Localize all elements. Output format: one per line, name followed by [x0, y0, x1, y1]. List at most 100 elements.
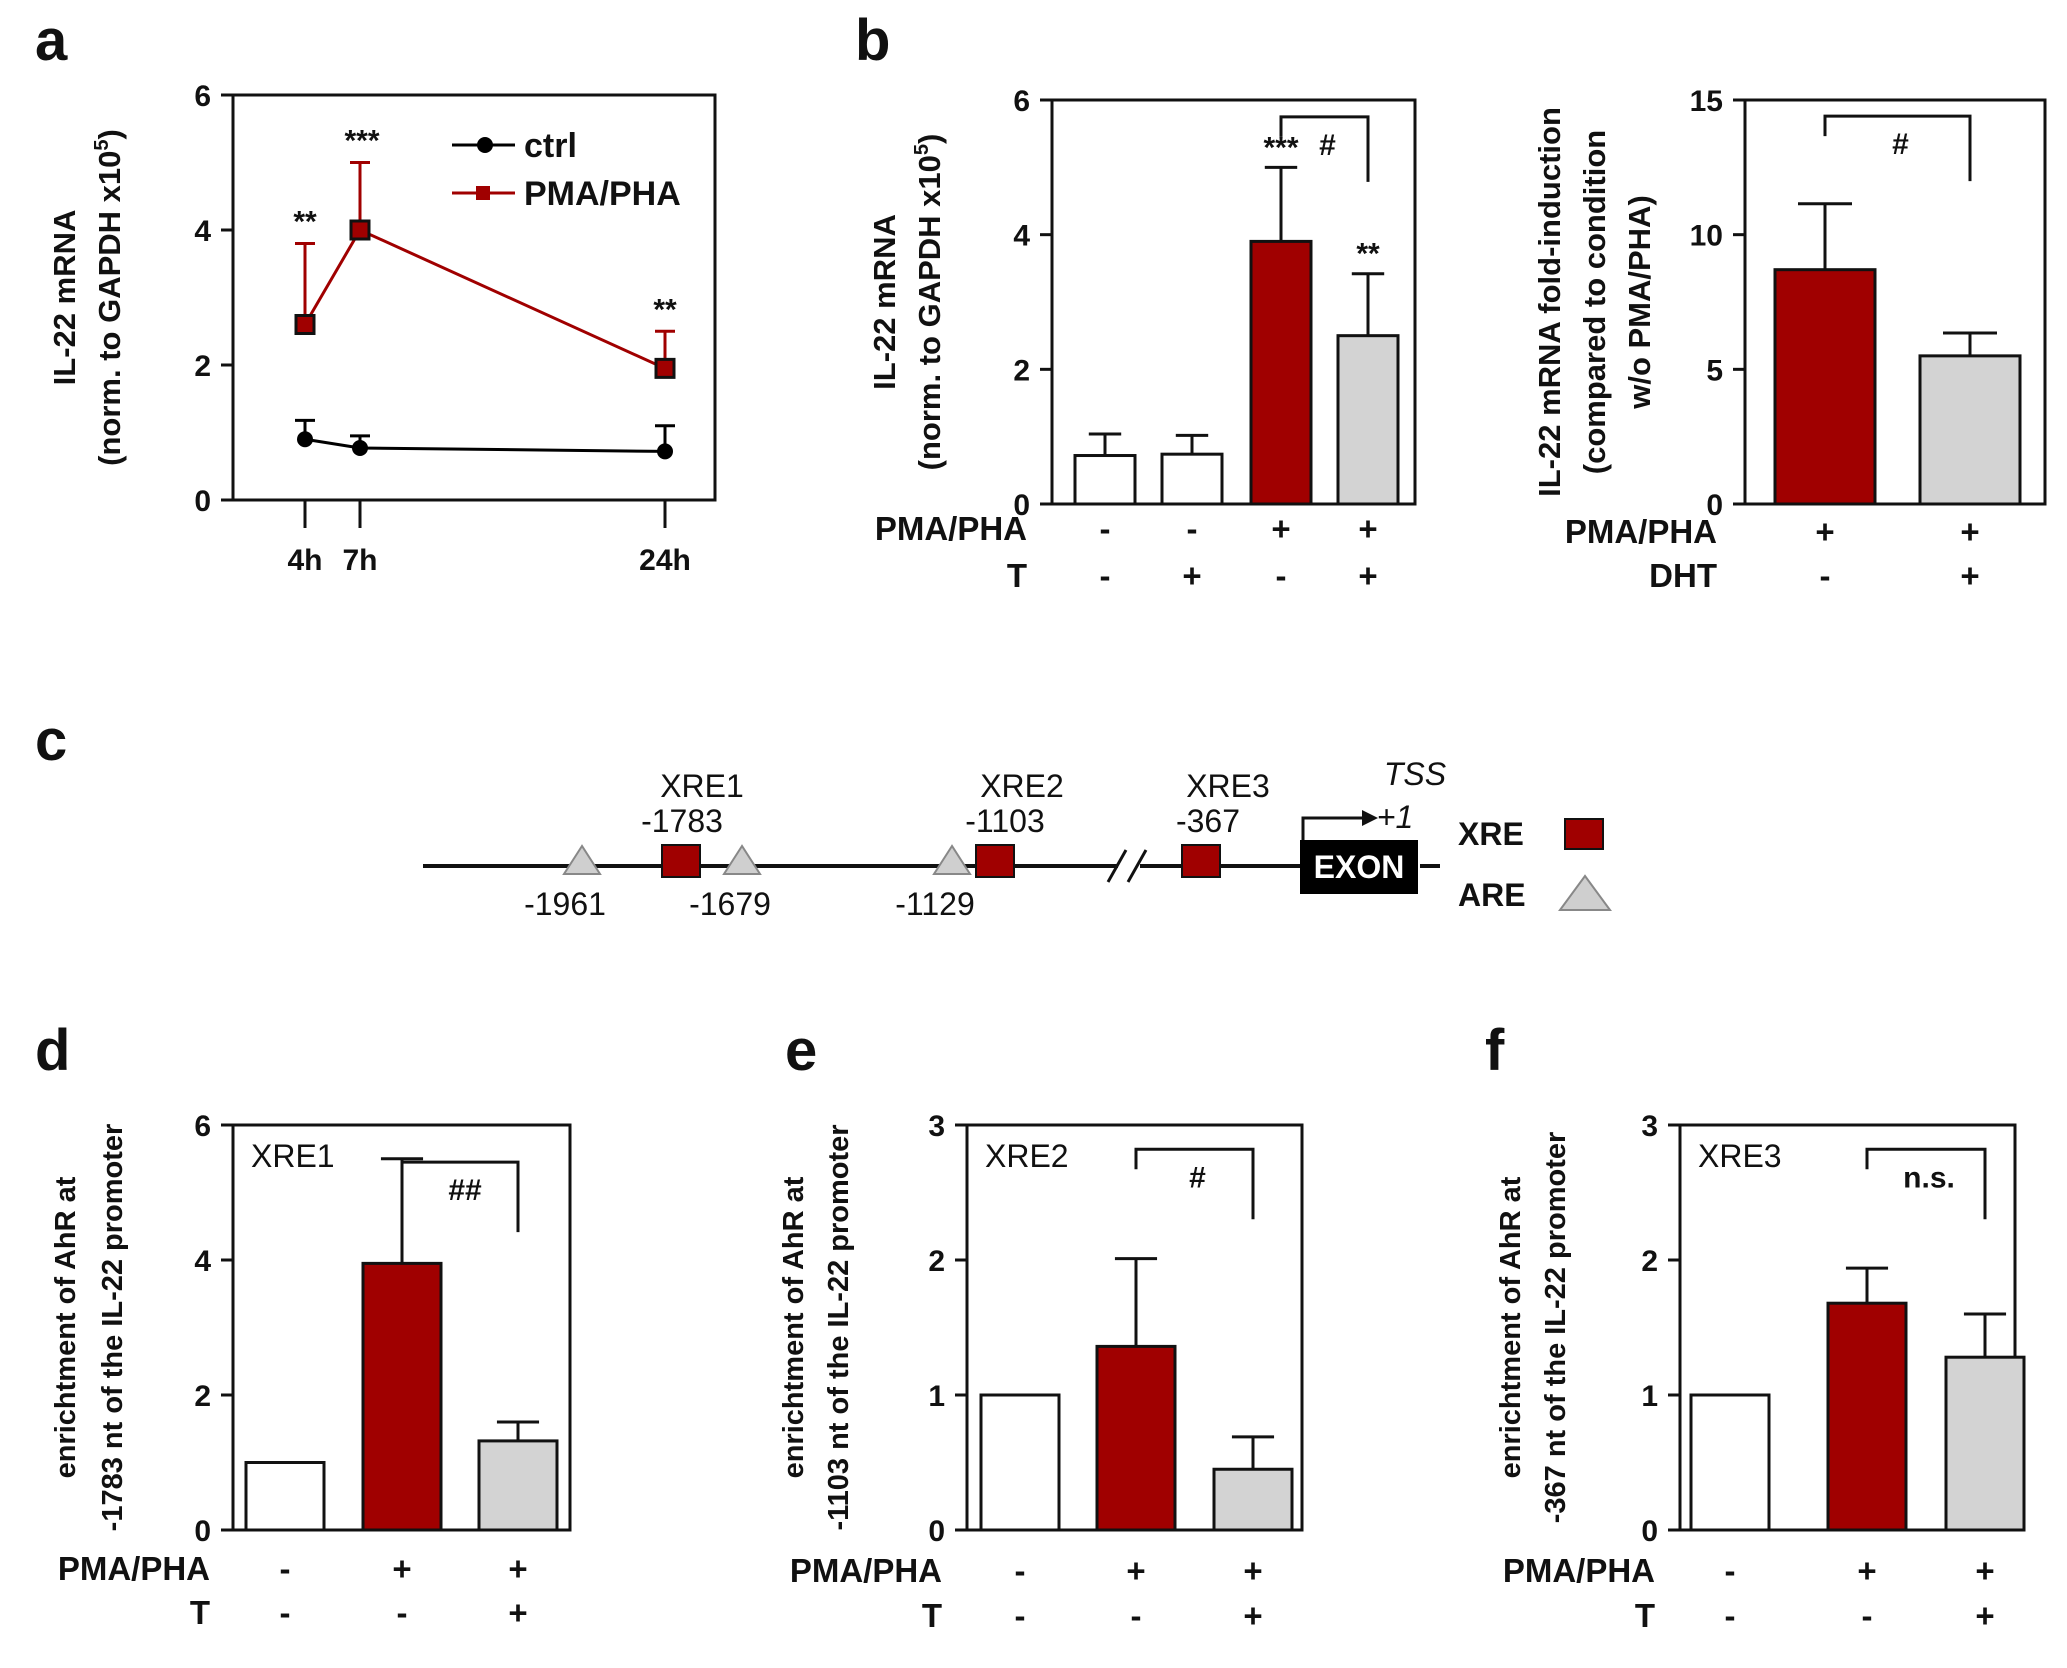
f-condition-sign: +: [1857, 1552, 1876, 1589]
bar-chart-f: 0 1 2 3 enrichtment of AhR at -367 nt of the …: [1495, 1110, 2026, 1634]
d-condition-label-1: PMA/PHA: [58, 1550, 210, 1587]
a-legend-label-ctrl: ctrl: [524, 127, 577, 165]
d-condition-sign: -: [397, 1594, 408, 1631]
d-inset-label: XRE1: [251, 1138, 335, 1174]
f-ylabel-line1: enrichtment of AhR at: [1495, 1176, 1527, 1478]
b1-condition-label-1: PMA/PHA: [875, 510, 1027, 547]
a-legend-marker-ctrl: [477, 137, 493, 153]
b2-condition-label-1: PMA/PHA: [1565, 513, 1717, 550]
xre1-name: XRE1: [660, 768, 744, 804]
a-legend-marker-pma-pha: [476, 186, 490, 200]
are-label-1129: -1129: [895, 886, 974, 922]
f-ytick-label: 3: [1641, 1110, 1658, 1143]
d-condition-sign: +: [508, 1594, 527, 1631]
f-bracket: [1865, 1147, 1987, 1220]
e-ylabel-line2: -1103 nt of the IL-22 promoter: [823, 1124, 855, 1530]
panel-label-b: b: [855, 8, 890, 73]
d-ytick-label: 2: [194, 1380, 211, 1413]
f-condition-label-1: PMA/PHA: [1503, 1552, 1655, 1589]
a-ylabel-paren: ): [92, 129, 127, 139]
b2-condition-sign: +: [1960, 557, 1979, 594]
d-bar-1: [244, 1461, 326, 1532]
xre2-pos: -1103: [965, 803, 1044, 839]
xre3-pos: -367: [1176, 803, 1240, 839]
b1-bar-4: [1336, 334, 1400, 506]
b1-condition-sign: -: [1100, 557, 1111, 594]
are-triangle-1129: [932, 844, 972, 875]
d-ytick-label: 0: [194, 1515, 211, 1548]
b1-ylabel-line1: IL-22 mRNA: [867, 214, 902, 390]
e-ytick-label: 0: [928, 1515, 945, 1548]
e-condition-sign: +: [1243, 1552, 1262, 1589]
exon-label: EXON: [1314, 849, 1405, 885]
d-bracket: [400, 1160, 520, 1233]
b1-bar-3: [1249, 239, 1313, 506]
e-condition-label-1: PMA/PHA: [790, 1552, 942, 1589]
b1-ylabel-paren: ): [912, 134, 947, 144]
d-ytick-label: 4: [194, 1245, 211, 1278]
are-label-1961: -1961: [524, 886, 606, 922]
b2-condition-label-2: DHT: [1649, 557, 1717, 594]
e-condition-label-2: T: [922, 1597, 942, 1634]
f-condition-sign: -: [1725, 1552, 1736, 1589]
a-xtick-label: 7h: [342, 544, 377, 577]
a-xtick-label: 4h: [287, 544, 322, 577]
e-bracket-label: #: [1189, 1161, 1206, 1194]
a-point-pma-pha: [294, 314, 316, 335]
a-ylabel-superscript: 5: [91, 139, 113, 150]
b2-condition-sign: +: [1960, 513, 1979, 550]
line-break-mark: [1106, 849, 1148, 883]
b2-ylabel-line3: w/o PMA/PHA): [1622, 195, 1657, 410]
d-condition-sign: +: [392, 1550, 411, 1587]
e-condition-sign: -: [1015, 1552, 1026, 1589]
f-condition-sign: +: [1975, 1597, 1994, 1634]
e-ylabel-line1: enrichtment of AhR at: [778, 1176, 810, 1478]
d-bar-2: [361, 1261, 443, 1532]
b1-bracket-label: #: [1319, 129, 1336, 162]
xre1-pos: -1783: [641, 803, 723, 839]
b1-condition-sign: -: [1100, 510, 1111, 547]
b1-bar-2: [1160, 452, 1224, 506]
f-bar-1: [1689, 1393, 1771, 1532]
a-plot-frame: [231, 93, 717, 502]
tss-label: TSS: [1384, 756, 1446, 792]
bar-chart-d: 0 2 4 6 enrichtment of AhR at -1783 nt of the…: [50, 1110, 572, 1631]
f-ylabel-line2: -367 nt of the IL-22 promoter: [1540, 1132, 1572, 1524]
f-condition-sign: -: [1862, 1597, 1873, 1634]
e-ytick-label: 3: [928, 1110, 945, 1143]
a-ylabel-text: (norm. to GAPDH x10: [92, 151, 127, 466]
a-point-pma-pha: [349, 219, 371, 241]
b1-condition-sign: -: [1187, 510, 1198, 547]
a-point-ctrl: [352, 440, 368, 457]
xre-box-3: [1181, 844, 1221, 878]
bar-chart-b-fold-induction: 0 5 10 15 IL-22 mRNA fold-induction (compared…: [1532, 85, 2047, 594]
e-condition-sign: -: [1015, 1597, 1026, 1634]
b1-condition-sign: +: [1358, 557, 1377, 594]
b2-plot-frame: [1743, 98, 2047, 506]
xre2-name: XRE2: [980, 768, 1064, 804]
b2-ylabel-line1: IL-22 mRNA fold-induction: [1532, 107, 1567, 497]
b1-significance: **: [1356, 238, 1380, 271]
b1-bracket: [1279, 115, 1370, 182]
b1-ylabel-text: (norm. to GAPDH x10: [912, 155, 947, 470]
b2-ytick-label: 0: [1706, 489, 1723, 522]
b2-ytick-label: 15: [1690, 85, 1723, 118]
b1-ytick-label: 6: [1013, 85, 1030, 118]
legend-xre-box: [1564, 818, 1604, 850]
b1-ytick-label: 2: [1013, 354, 1030, 387]
e-condition-sign: -: [1131, 1597, 1142, 1634]
b1-ytick-label: 4: [1013, 220, 1030, 253]
b2-ytick-label: 10: [1690, 220, 1723, 253]
b2-bracket: [1823, 114, 1972, 182]
f-condition-sign: +: [1975, 1552, 1994, 1589]
promoter-diagram: -1961 -1679 -1129 XRE1 -1783 XRE2 -1103 …: [423, 756, 1612, 922]
a-ylabel-line2: (norm. to GAPDH x105): [91, 129, 127, 466]
a-significance: **: [653, 293, 677, 326]
legend-xre-label: XRE: [1458, 816, 1524, 852]
e-condition-sign: +: [1126, 1552, 1145, 1589]
tss-position: +1: [1377, 799, 1413, 835]
f-ytick-label: 2: [1641, 1245, 1658, 1278]
a-point-pma-pha: [654, 357, 676, 379]
f-bar-3: [1944, 1355, 2026, 1532]
a-ytick-label: 6: [194, 80, 211, 113]
